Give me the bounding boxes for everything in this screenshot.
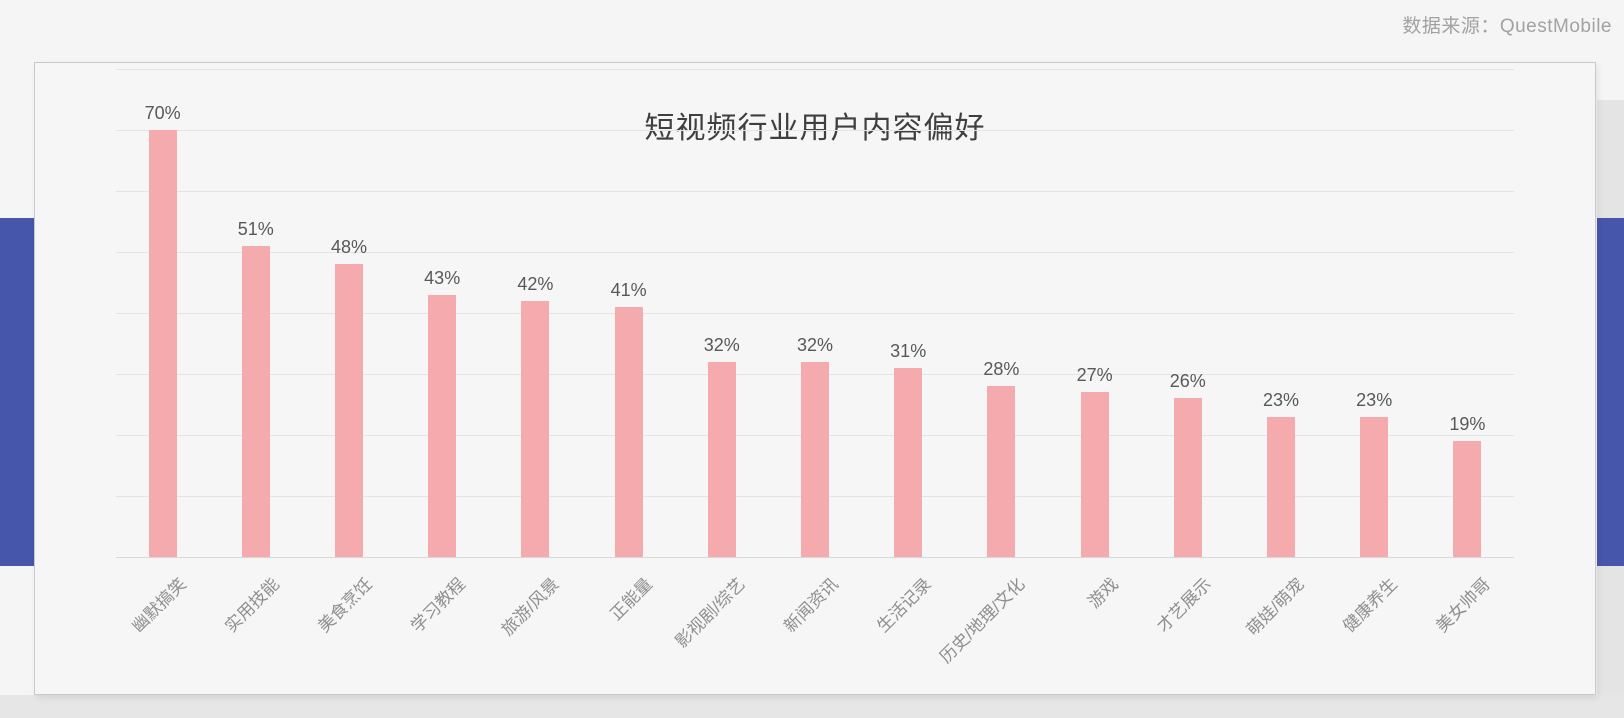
category-label: 影视剧/综艺	[671, 574, 749, 652]
x-axis-line	[116, 557, 1514, 558]
bar	[614, 307, 643, 557]
category-label: 美女帅哥	[1432, 574, 1495, 637]
accent-band-left	[0, 218, 34, 566]
accent-band-right	[1597, 218, 1624, 566]
category-label: 美食烹饪	[314, 574, 376, 637]
category-label: 历史/地理/文化	[936, 574, 1029, 667]
bar-value-label: 31%	[890, 341, 927, 361]
bar	[894, 368, 923, 557]
bar-value-label: 70%	[144, 103, 181, 123]
card-shadow-bottom	[0, 695, 1624, 718]
category-label: 才艺展示	[1153, 574, 1215, 637]
bar-value-label: 48%	[330, 237, 368, 257]
bar	[335, 264, 363, 557]
bar-value-label: 28%	[983, 359, 1020, 379]
grid-line	[116, 252, 1514, 253]
bar	[521, 301, 550, 557]
data-source-label: 数据来源：QuestMobile	[1402, 16, 1612, 37]
bar-value-label: 42%	[517, 274, 554, 294]
chart-title: 短视频行业用户内容偏好	[644, 112, 986, 145]
bar	[1267, 417, 1295, 557]
grid-line	[116, 69, 1514, 70]
bar	[1173, 398, 1202, 557]
grid-line	[116, 191, 1514, 192]
category-label: 实用技能	[221, 574, 283, 637]
grid-line	[116, 313, 1514, 314]
category-label: 生活记录	[873, 574, 936, 637]
bar-value-label: 51%	[237, 219, 274, 239]
category-label: 正能量	[606, 574, 656, 625]
bar	[1453, 441, 1482, 557]
chart-card: 短视频行业用户内容偏好 70% 幽默搞笑 51% 实用技能 48% 美食烹饪 43% 学习教程…	[34, 62, 1596, 695]
bar-value-label: 19%	[1449, 414, 1486, 434]
category-label: 新闻资讯	[780, 574, 842, 637]
bar	[148, 130, 177, 557]
bar-value-label: 43%	[424, 268, 461, 288]
category-label: 萌娃/萌宠	[1243, 574, 1308, 640]
bar	[707, 362, 736, 557]
grid-line	[116, 130, 1514, 131]
bar-value-label: 32%	[703, 335, 740, 355]
bar-value-label: 32%	[796, 335, 834, 355]
bar-value-label: 23%	[1356, 390, 1393, 410]
category-label: 游戏	[1084, 574, 1122, 613]
bar	[1080, 392, 1109, 557]
bar	[428, 295, 457, 557]
category-label: 旅游/风景	[497, 574, 563, 640]
bar-value-label: 23%	[1262, 390, 1300, 410]
category-label: 幽默搞笑	[128, 574, 190, 637]
bar-value-label: 27%	[1076, 365, 1113, 385]
bar	[987, 386, 1016, 557]
category-label: 学习教程	[407, 574, 470, 637]
bar	[241, 246, 270, 557]
bar-value-label: 41%	[610, 280, 647, 300]
category-label: 健康养生	[1339, 574, 1402, 637]
bar	[1360, 417, 1389, 557]
bar	[801, 362, 829, 557]
bar-value-label: 26%	[1169, 371, 1206, 391]
